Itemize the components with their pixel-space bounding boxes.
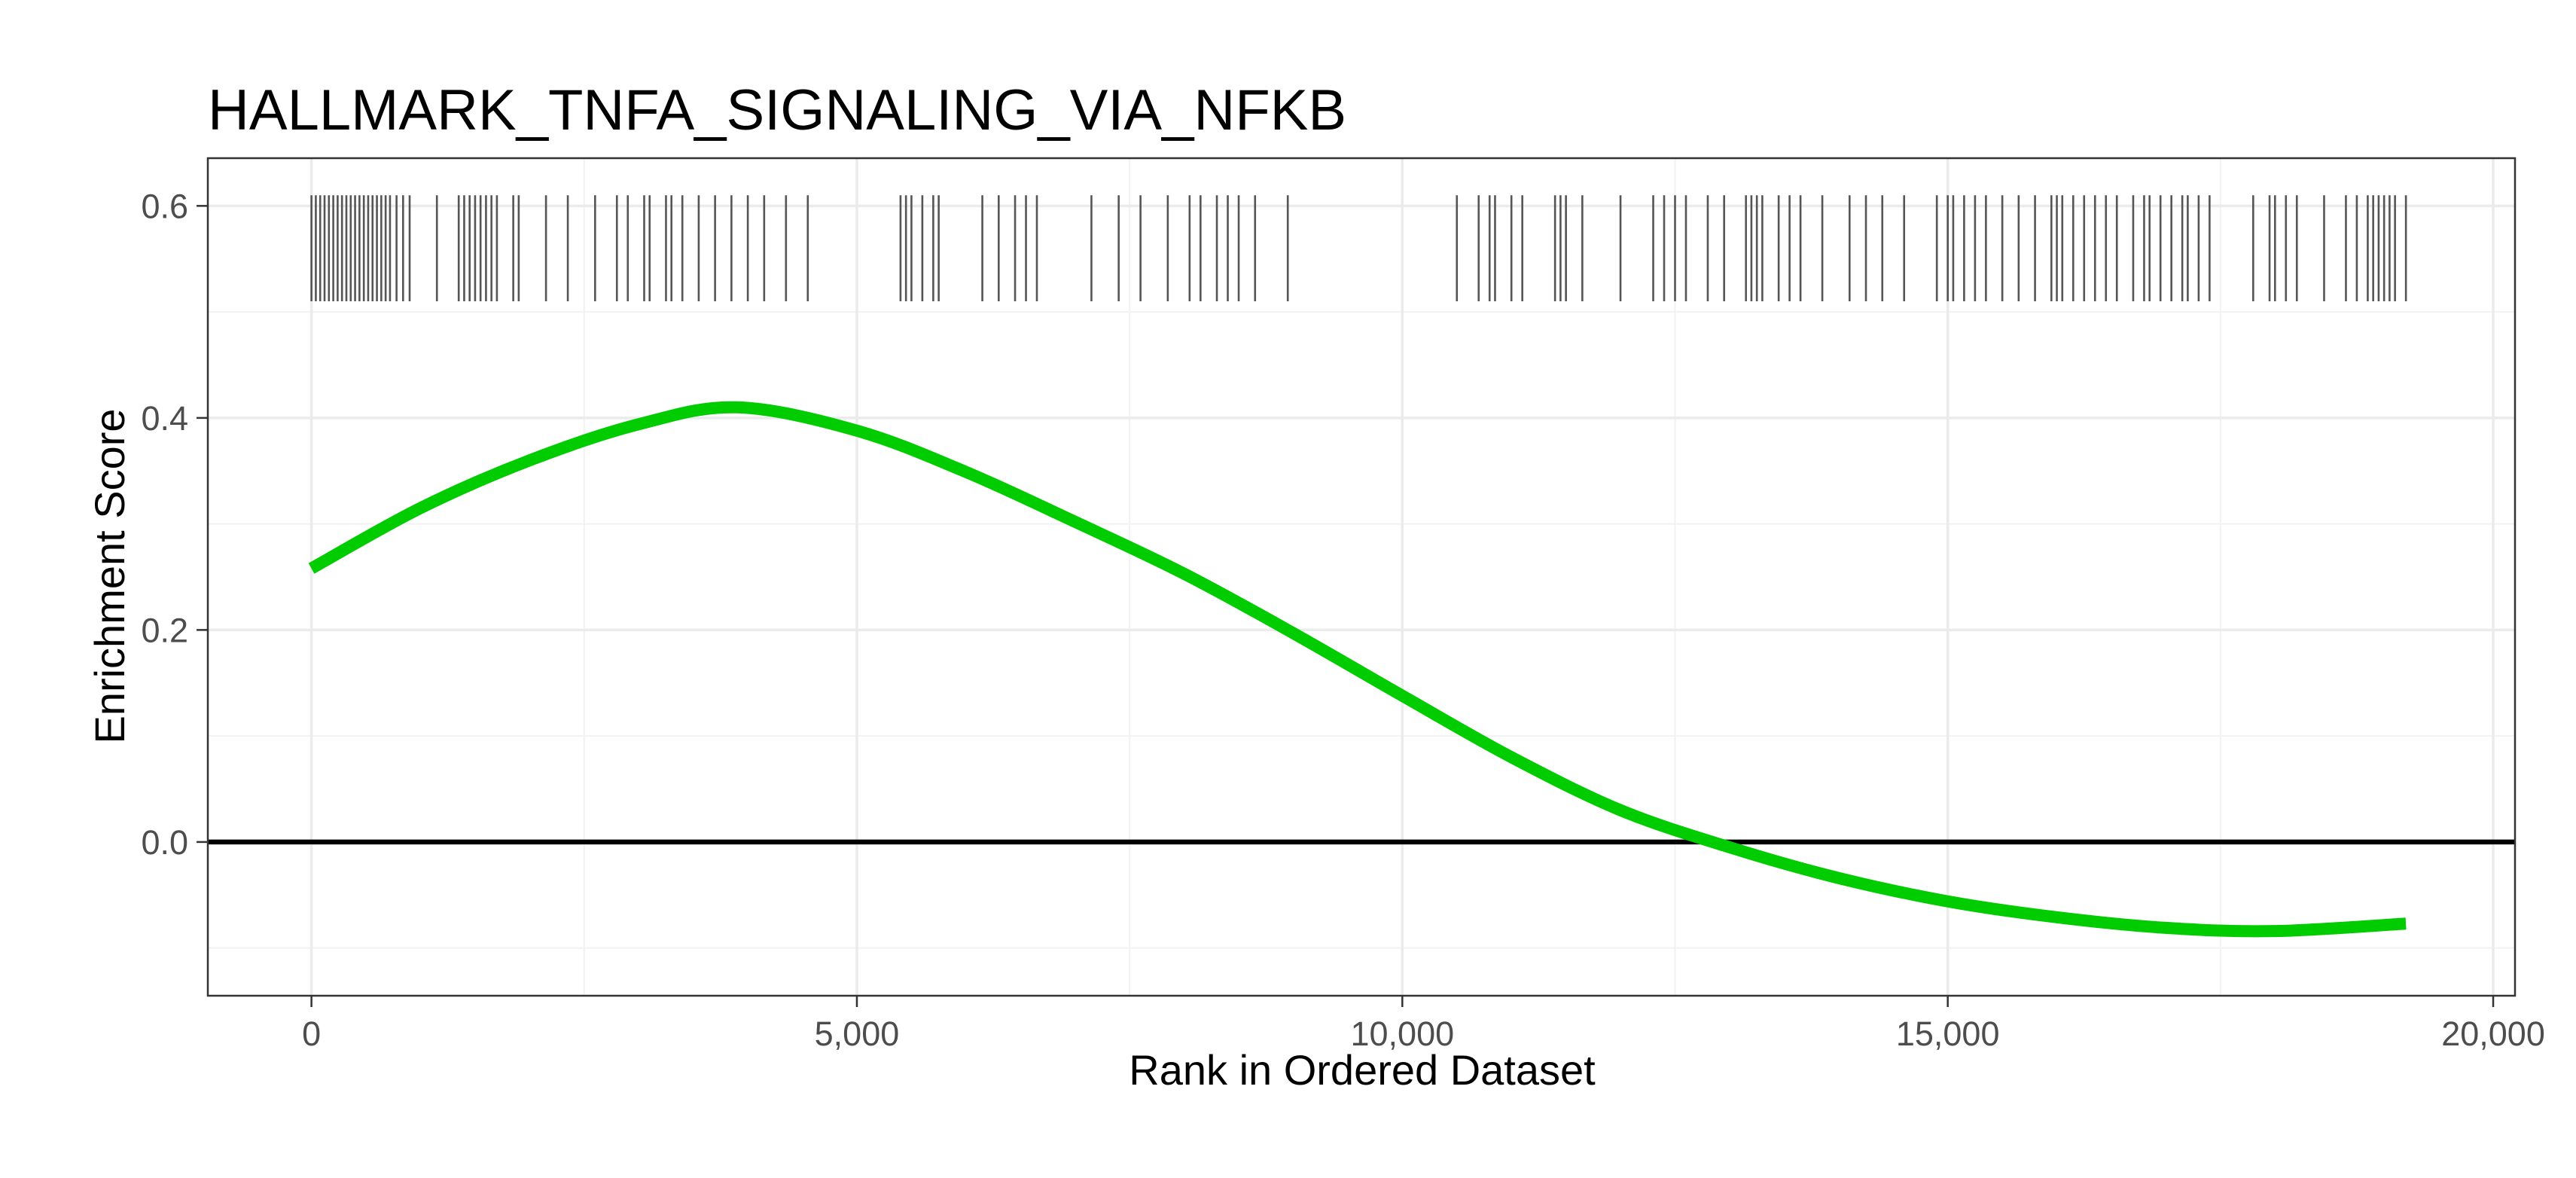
y-tick-label: 0.2 [141,611,188,649]
y-tick-label: 0.6 [141,187,188,225]
x-tick-label: 20,000 [2441,1015,2545,1053]
gene-hit-marks [310,195,2407,302]
y-axis: 0.0 0.2 0.4 0.6 [141,187,208,862]
x-tick-label: 15,000 [1896,1015,2000,1053]
y-tick-label: 0.0 [141,823,188,862]
enrichment-score-curve [308,401,2407,938]
x-axis: 0 5,000 10,000 15,000 20,000 [302,996,2545,1053]
y-axis-title: Enrichment Score [86,408,133,743]
x-axis-title: Rank in Ordered Dataset [1129,1046,1596,1094]
panel-background [208,158,2515,996]
x-tick-label: 10,000 [1351,1015,1455,1053]
plot-panel [206,157,2517,997]
x-tick-label: 5,000 [815,1015,900,1053]
y-tick-label: 0.4 [141,399,188,438]
chart-title: HALLMARK_TNFA_SIGNALING_VIA_NFKB [208,78,1346,142]
panel-border [206,157,2517,997]
x-tick-label: 0 [302,1015,321,1053]
